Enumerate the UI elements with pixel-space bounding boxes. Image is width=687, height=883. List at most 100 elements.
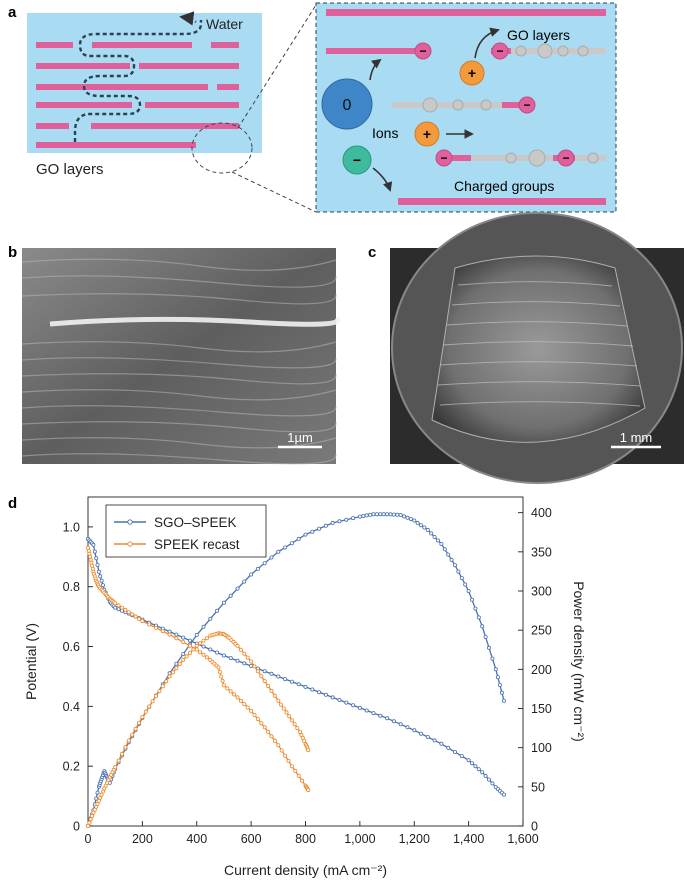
- series-point: [262, 725, 267, 730]
- go-layer: [139, 63, 239, 69]
- series-point: [351, 703, 356, 708]
- series-point: [160, 684, 165, 689]
- positive-ion-icon: [459, 60, 485, 86]
- fracture-ridge: [442, 341, 634, 347]
- series-point: [452, 563, 457, 568]
- series-point: [459, 576, 464, 581]
- series-point: [418, 731, 423, 736]
- series-point: [143, 709, 148, 714]
- negative-group-icon: [491, 42, 509, 60]
- series-point: [323, 523, 328, 528]
- chain-node: [577, 45, 589, 57]
- series-point: [283, 753, 288, 758]
- series-point: [99, 792, 104, 797]
- go-layer: [211, 42, 239, 48]
- series-point: [278, 702, 283, 707]
- series-point: [147, 622, 152, 627]
- series-point: [405, 725, 410, 730]
- series-point: [252, 664, 257, 669]
- series-point: [96, 569, 101, 574]
- series-point: [269, 688, 274, 693]
- series-point: [449, 557, 454, 562]
- series-point: [378, 512, 383, 517]
- charged-chain-4: − −: [435, 149, 606, 167]
- series-point: [287, 714, 292, 719]
- series-point: [289, 718, 294, 723]
- go-layer: [36, 142, 196, 148]
- series-point: [130, 612, 135, 617]
- series-point: [269, 734, 274, 739]
- series-point: [269, 555, 274, 560]
- series-point: [242, 579, 247, 584]
- series-point: [194, 632, 199, 637]
- series-point: [133, 726, 138, 731]
- series-point: [249, 664, 254, 669]
- inset-top-layer: [326, 9, 606, 16]
- series-point: [364, 708, 369, 713]
- polarization-chart: 0 200 400 600 800 1,000 1,200 1,400 1,60000.20.4…: [23, 496, 587, 878]
- series-point: [123, 607, 128, 612]
- series-point: [483, 773, 488, 778]
- fracture-ridge: [439, 401, 641, 407]
- go-layers-label: GO layers: [36, 161, 104, 178]
- series-point: [337, 698, 342, 703]
- series-point: [101, 583, 106, 588]
- series-point: [289, 764, 294, 769]
- charged-chain-3: −: [392, 96, 536, 114]
- sem-streak: [21, 389, 337, 401]
- series-point: [480, 624, 485, 629]
- series-point: [432, 535, 437, 540]
- sem-layer-texture: [21, 258, 337, 465]
- series-point: [204, 636, 209, 641]
- zoom-connector-top: [237, 4, 317, 129]
- series-point: [276, 698, 281, 703]
- series-point: [368, 512, 373, 517]
- panel-label-d: d: [8, 495, 17, 512]
- series-point: [385, 716, 390, 721]
- series-point: [283, 677, 288, 682]
- neutral-ion-arrow-icon: [369, 58, 382, 81]
- series-point: [167, 632, 172, 637]
- series-point: [266, 684, 271, 689]
- series-point: [87, 820, 92, 825]
- series-point: [283, 545, 288, 550]
- series-point: [405, 515, 410, 520]
- series-point: [266, 729, 271, 734]
- chain-layer: [441, 155, 471, 161]
- chain-layer: [502, 102, 526, 108]
- series-point: [480, 770, 485, 775]
- scale-label-b: 1µm: [287, 430, 313, 445]
- series-point: [201, 644, 206, 649]
- series-point: [292, 722, 297, 727]
- series-point: [249, 659, 254, 664]
- series-point: [490, 781, 495, 786]
- water-path-line: [73, 20, 203, 142]
- series-point: [86, 824, 91, 829]
- go-layer: [92, 42, 192, 48]
- series-point: [381, 512, 386, 517]
- series-point: [116, 758, 121, 763]
- series-point: [286, 758, 291, 763]
- series-point: [469, 597, 474, 602]
- series-point: [157, 689, 162, 694]
- positive-ion-symbol: +: [468, 65, 476, 81]
- fracture-ridge: [446, 321, 628, 327]
- series-point: [432, 738, 437, 743]
- series-point: [344, 517, 349, 522]
- sem-streak: [21, 357, 337, 369]
- series-point: [235, 643, 240, 648]
- series-point: [235, 695, 240, 700]
- series-point: [351, 516, 356, 521]
- sem-streak: [21, 421, 337, 433]
- series-point: [446, 552, 451, 557]
- go-layer: [36, 63, 130, 69]
- chain-node: [557, 45, 569, 57]
- series-point: [279, 748, 284, 753]
- series-point: [289, 541, 294, 546]
- legend-swatch-marker: [127, 519, 133, 525]
- series-point: [90, 814, 95, 819]
- chain-node: [587, 152, 599, 164]
- series-point: [221, 683, 226, 688]
- series-point: [130, 732, 135, 737]
